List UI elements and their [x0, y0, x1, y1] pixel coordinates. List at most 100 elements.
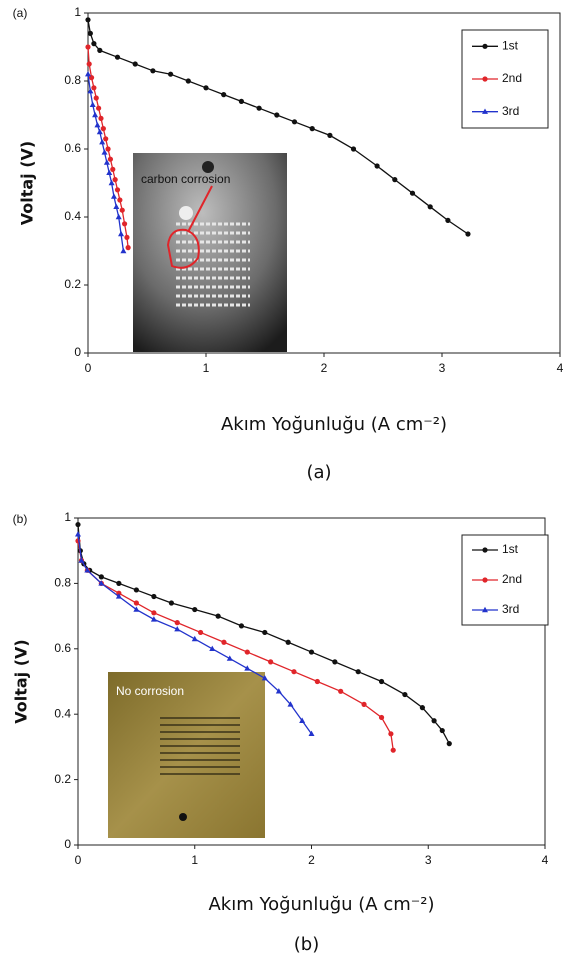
marker: [440, 728, 445, 733]
x-tick-label: 2: [308, 853, 315, 867]
figure: 0 0.2 0.4 0.6 0.8 1 0 1 2 3 4 Voltaj (V) Akım Yoğunl…: [0, 0, 568, 963]
x-axis-title: Akım Yoğunluğu (A cm⁻²): [208, 894, 434, 915]
x-tick-label: 3: [425, 853, 432, 867]
marker: [85, 17, 90, 22]
marker: [113, 177, 118, 182]
y-tick-label: 1: [64, 510, 71, 524]
marker: [101, 126, 106, 131]
marker: [420, 705, 425, 710]
marker: [91, 41, 96, 46]
marker: [379, 715, 384, 720]
marker: [94, 122, 100, 127]
marker: [108, 157, 113, 162]
marker: [465, 231, 470, 236]
marker: [99, 574, 104, 579]
marker: [257, 106, 262, 111]
marker: [122, 221, 127, 226]
marker: [402, 692, 407, 697]
marker: [134, 587, 139, 592]
marker: [116, 581, 121, 586]
y-tick-label: 1: [74, 5, 81, 19]
marker: [186, 78, 191, 83]
marker: [90, 102, 96, 107]
marker: [239, 623, 244, 628]
marker: [431, 718, 436, 723]
marker: [120, 208, 125, 213]
marker: [291, 669, 296, 674]
marker: [118, 231, 124, 236]
marker: [117, 197, 122, 202]
marker: [286, 640, 291, 645]
x-axis-title: Akım Yoğunluğu (A cm⁻²): [221, 414, 447, 435]
caption: (a): [306, 462, 331, 483]
marker: [151, 610, 156, 615]
marker: [133, 61, 138, 66]
legend-label: 1st: [502, 542, 519, 556]
x-tick-label: 0: [75, 853, 82, 867]
marker: [168, 72, 173, 77]
marker: [221, 640, 226, 645]
y-tick-label: 0.2: [54, 772, 71, 786]
marker: [133, 606, 139, 611]
marker: [239, 99, 244, 104]
marker: [94, 95, 99, 100]
marker: [116, 214, 122, 219]
annotation: carbon corrosion: [141, 172, 230, 186]
marker: [98, 116, 103, 121]
page: 0 0.2 0.4 0.6 0.8 1 0 1 2 3 4 Voltaj (V) Akım Yoğunl…: [0, 0, 568, 963]
marker: [169, 600, 174, 605]
marker: [327, 133, 332, 138]
marker: [198, 630, 203, 635]
legend-marker: [482, 547, 487, 552]
panel-label: (b): [13, 512, 28, 526]
y-tick-label: 0: [64, 837, 71, 851]
legend-marker: [482, 44, 487, 49]
marker: [245, 649, 250, 654]
x-tick-label: 0: [85, 361, 92, 375]
marker: [268, 659, 273, 664]
marker: [375, 163, 380, 168]
marker: [356, 669, 361, 674]
marker: [221, 92, 226, 97]
marker: [351, 146, 356, 151]
marker: [91, 85, 96, 90]
x-tick-label: 1: [191, 853, 198, 867]
x-tick-label: 4: [557, 361, 564, 375]
caption: (b): [294, 934, 319, 955]
marker: [216, 614, 221, 619]
marker: [105, 146, 110, 151]
marker: [315, 679, 320, 684]
legend-label: 3rd: [502, 602, 519, 616]
marker: [151, 594, 156, 599]
marker: [111, 193, 117, 198]
marker: [124, 235, 129, 240]
marker: [126, 245, 131, 250]
marker: [120, 248, 126, 253]
y-axis-title: Voltaj (V): [12, 639, 31, 724]
marker: [332, 659, 337, 664]
marker: [88, 31, 93, 36]
marker: [447, 741, 452, 746]
x-tick-label: 2: [321, 361, 328, 375]
marker: [361, 702, 366, 707]
marker: [292, 119, 297, 124]
y-tick-label: 0.8: [64, 73, 81, 87]
marker: [203, 85, 208, 90]
marker: [87, 61, 92, 66]
marker: [388, 731, 393, 736]
marker: [445, 218, 450, 223]
marker: [97, 48, 102, 53]
y-tick-label: 0.6: [54, 641, 71, 655]
marker: [338, 689, 343, 694]
marker: [428, 204, 433, 209]
legend-label: 1st: [502, 39, 519, 53]
marker: [115, 187, 120, 192]
panel-label: (a): [13, 6, 28, 20]
marker: [110, 167, 115, 172]
marker: [103, 136, 108, 141]
legend-marker: [482, 577, 487, 582]
y-tick-label: 0.4: [64, 209, 81, 223]
y-tick-label: 0.8: [54, 576, 71, 590]
marker: [392, 177, 397, 182]
marker: [92, 112, 98, 117]
